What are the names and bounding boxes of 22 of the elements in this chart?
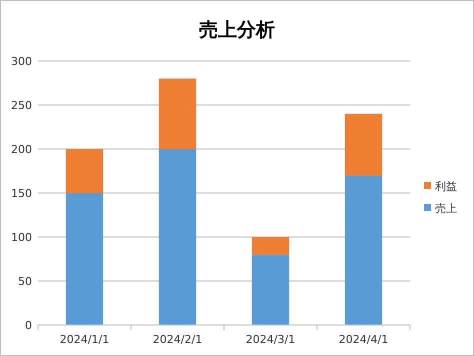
- legend-label: 利益: [435, 180, 457, 193]
- y-tick-label: 200: [11, 143, 32, 156]
- y-tick-label: 100: [11, 231, 32, 244]
- x-tick-label: 2024/1/1: [60, 333, 110, 346]
- y-tick-label: 300: [11, 55, 32, 68]
- bar: [252, 237, 290, 255]
- chart-title: 売上分析: [199, 19, 275, 41]
- bar: [158, 149, 196, 325]
- bar: [344, 175, 382, 325]
- x-tick-label: 2024/2/1: [152, 333, 202, 346]
- x-tick-label: 2024/4/1: [338, 333, 388, 346]
- bar: [66, 193, 104, 325]
- x-tick-label: 2024/3/1: [246, 333, 296, 346]
- y-tick-label: 150: [11, 187, 32, 200]
- bar: [66, 149, 104, 193]
- y-tick-label: 0: [25, 319, 32, 332]
- legend-label: 売上: [435, 202, 457, 215]
- bar: [252, 254, 290, 325]
- y-tick-label: 250: [11, 99, 32, 112]
- bar: [344, 114, 382, 176]
- y-tick-label: 50: [18, 275, 32, 288]
- bar: [158, 78, 196, 149]
